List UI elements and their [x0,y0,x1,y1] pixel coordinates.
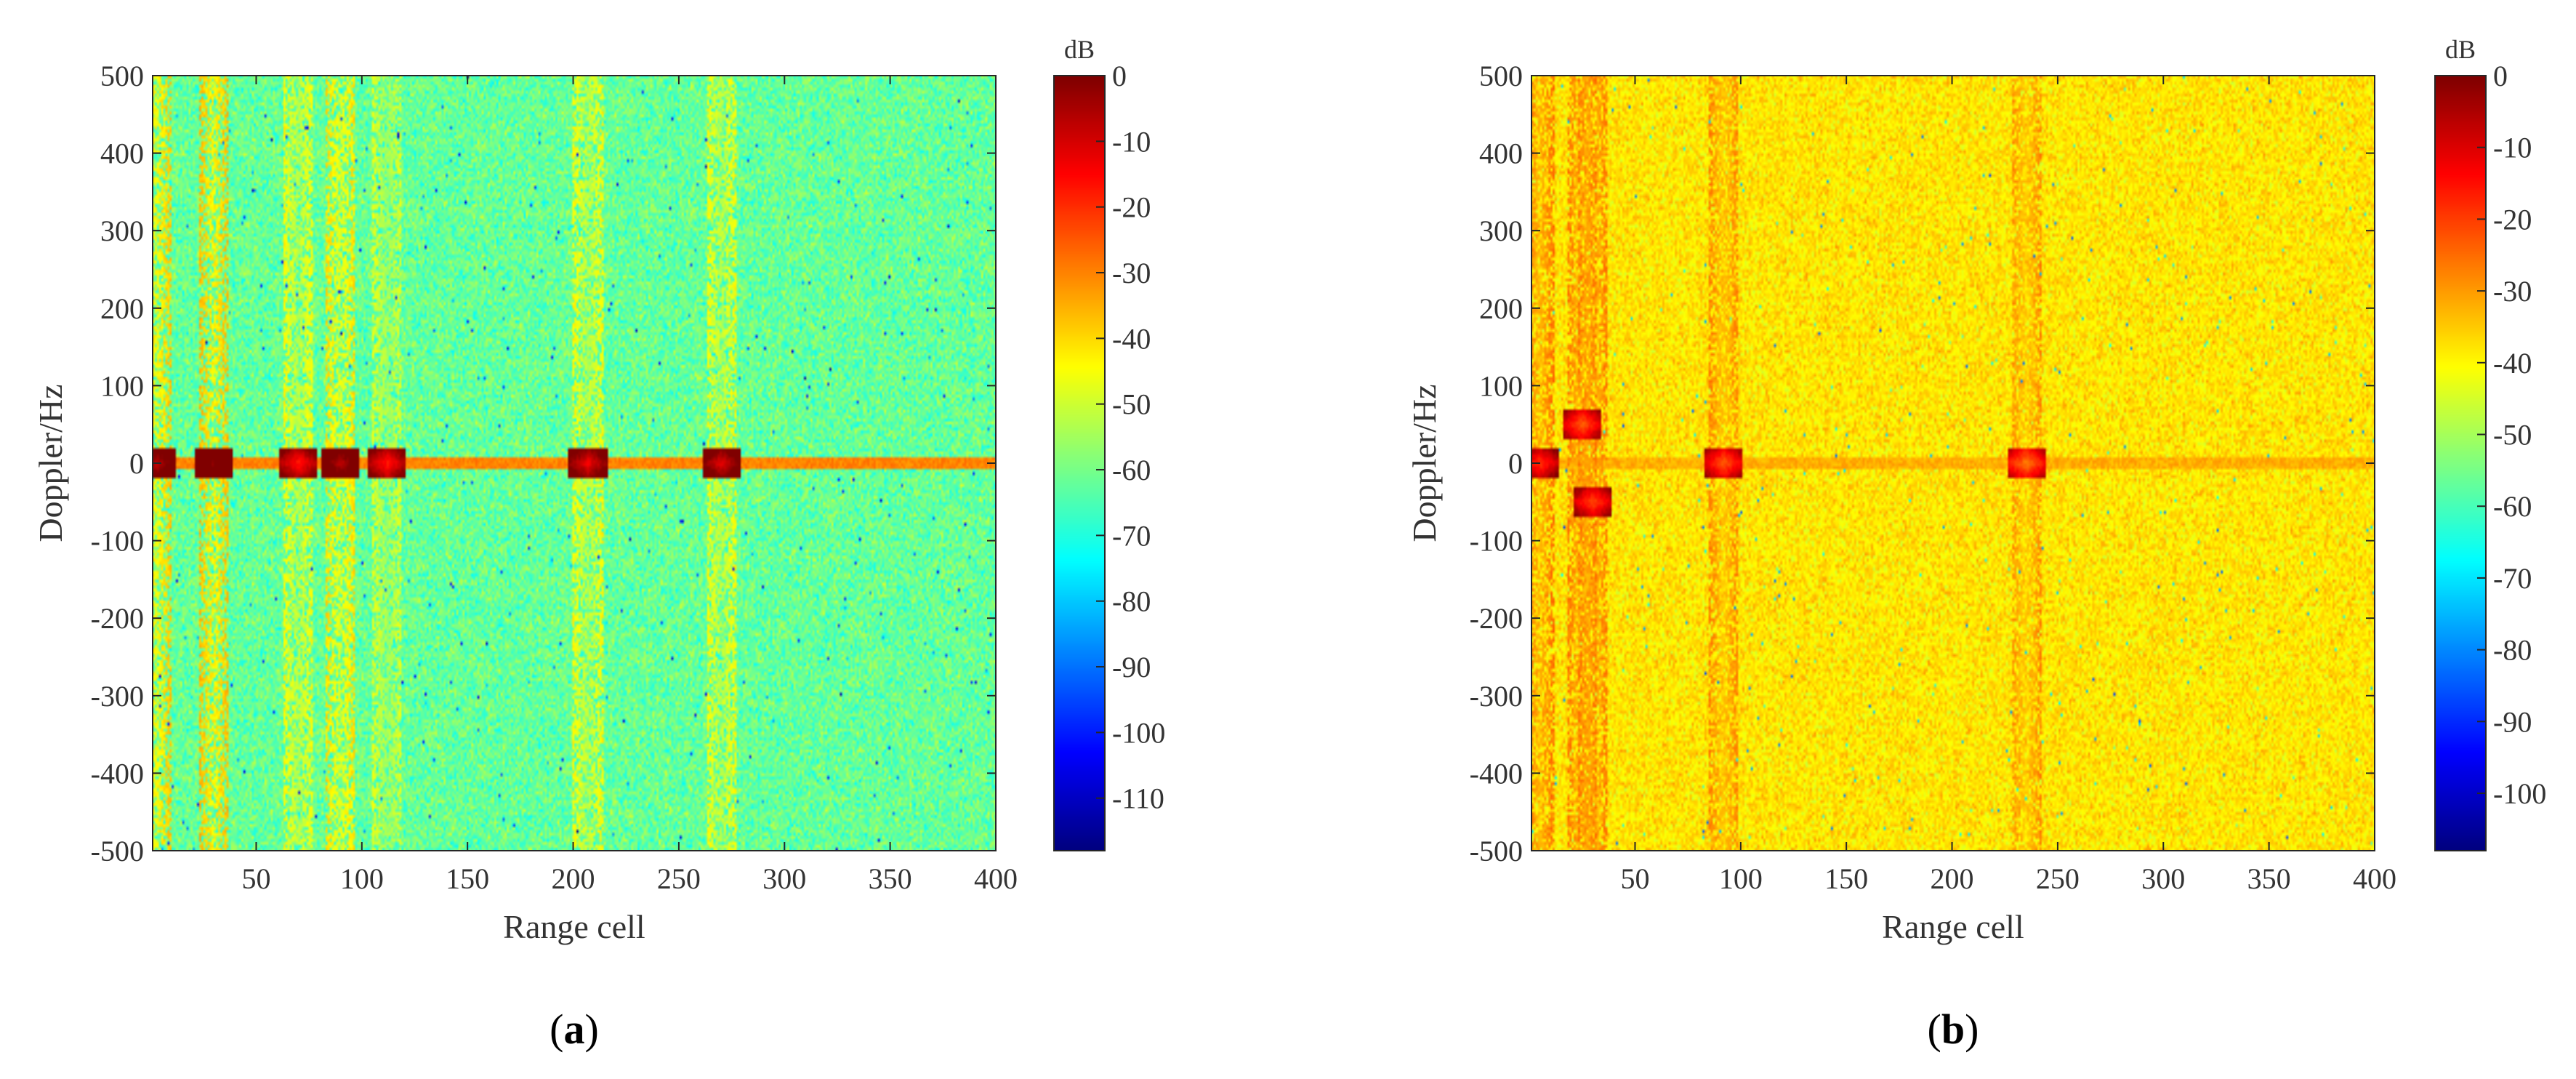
y-tick-label: 200 [1479,292,1523,325]
x-tick-label: 300 [2141,862,2185,895]
colorbar-tick-label: -100 [2493,777,2546,810]
x-tick-label: 350 [869,862,912,895]
colorbar-tick-label: -50 [2493,419,2532,452]
x-tick-label: 150 [446,862,489,895]
x-tick-label: 100 [1719,862,1763,895]
y-tick-label: -500 [1470,835,1523,867]
y-tick-label: 200 [100,292,144,325]
y-tick-label: -400 [91,757,144,790]
panel-letter: b [1941,1006,1965,1053]
heatmap-b [1531,76,2375,851]
x-axis-ticks: 50 100 150 200 250 300 350 400 [241,76,1018,895]
x-tick-label: 50 [1620,862,1649,895]
colorbar-frame [1053,75,1106,851]
x-tick-label: 100 [340,862,384,895]
x-tick-label: 50 [241,862,270,895]
colorbar-tick-label: 0 [2493,60,2508,92]
colorbar-tick-label: -60 [2493,490,2532,523]
colorbar-tick-label: -40 [2493,347,2532,380]
y-tick-label: 300 [1479,214,1523,247]
x-tick-label: 300 [762,862,806,895]
heatmap-image [1531,76,2375,851]
colorbar-tick-label: -20 [1112,191,1151,224]
colorbar-tick-label: -60 [1112,454,1151,486]
x-tick-label: 200 [1931,862,1974,895]
y-tick-label: -200 [91,602,144,635]
colorbar-unit: dB [2445,35,2476,64]
colorbar-tick-label: 0 [1112,60,1127,92]
colorbar-tick-label: -80 [2493,634,2532,667]
colorbar-tick-label: -80 [1112,585,1151,618]
colorbar-tick-label: -90 [1112,651,1151,683]
colorbar-unit: dB [1064,35,1095,64]
colorbar-tick-label: -100 [1112,716,1165,749]
y-tick-label: 0 [129,447,144,480]
y-tick-label: -100 [91,525,144,558]
y-tick-label: 500 [1479,60,1523,92]
panel-label-b: (b) [1928,1006,1979,1053]
colorbar-tick-label: -50 [1112,388,1151,421]
heatmap-image [153,76,996,851]
colorbar-tick-label: -10 [1112,125,1151,158]
y-tick-label: -500 [91,835,144,867]
y-axis-ticks: 500 400 300 200 100 0 -100 -200 -300 -400 -500 [91,60,996,867]
x-axis-title: Range cell [503,908,645,945]
x-tick-label: 400 [2353,862,2396,895]
panel-letter: a [564,1006,585,1053]
x-axis-title: Range cell [1882,908,2024,945]
panel-label-a: (a) [550,1006,599,1053]
colorbar-tick-label: -30 [1112,257,1151,289]
x-tick-label: 400 [974,862,1018,895]
y-tick-label: -300 [91,680,144,713]
colorbar-gradient [2435,76,2486,851]
colorbar-frame [2434,75,2487,851]
y-axis-ticks: 500 400 300 200 100 0 -100 -200 -300 -400 -500 [1470,60,2375,867]
y-axis-title: Doppler/Hz [32,384,69,542]
colorbar-tick-label: -90 [2493,705,2532,738]
colorbar-tick-label: -110 [1112,782,1164,815]
y-tick-label: 300 [100,214,144,247]
y-tick-label: 0 [1508,447,1523,480]
colorbar-ticks: 0 -10 -20 -30 -40 -50 -60 -70 -80 -90 -100 -110 [1096,60,1165,815]
y-tick-label: -200 [1470,602,1523,635]
y-tick-label: -400 [1470,757,1523,790]
x-tick-label: 250 [2036,862,2080,895]
colorbar-ticks: 0 -10 -20 -30 -40 -50 -60 -70 -80 -90 -100 [2477,60,2546,810]
y-tick-label: 400 [1479,137,1523,170]
heatmap-a [153,76,996,851]
colorbar-tick-label: -70 [2493,562,2532,595]
y-axis-title: Doppler/Hz [1406,384,1443,542]
colorbar-tick-label: -20 [2493,203,2532,236]
x-axis-ticks: 50 100 150 200 250 300 350 400 [1620,76,2396,895]
colorbar-tick-label: -40 [1112,322,1151,355]
y-tick-label: -300 [1470,680,1523,713]
x-tick-label: 350 [2247,862,2291,895]
colorbar-tick-label: -70 [1112,519,1151,552]
y-tick-label: -100 [1470,525,1523,558]
y-tick-label: 500 [100,60,144,92]
colorbar: 0 -10 -20 -30 -40 -50 -60 -70 -80 -90 -100 -110 dB [1053,35,1165,851]
colorbar-tick-label: -10 [2493,132,2532,164]
colorbar: 0 -10 -20 -30 -40 -50 -60 -70 -80 -90 -100 dB [2434,35,2546,851]
colorbar-gradient [1054,76,1105,851]
x-tick-label: 150 [1824,862,1868,895]
y-tick-label: 100 [100,369,144,402]
y-tick-label: 400 [100,137,144,170]
x-tick-label: 250 [657,862,701,895]
colorbar-tick-label: -30 [2493,275,2532,308]
y-tick-label: 100 [1479,369,1523,402]
x-tick-label: 200 [552,862,595,895]
